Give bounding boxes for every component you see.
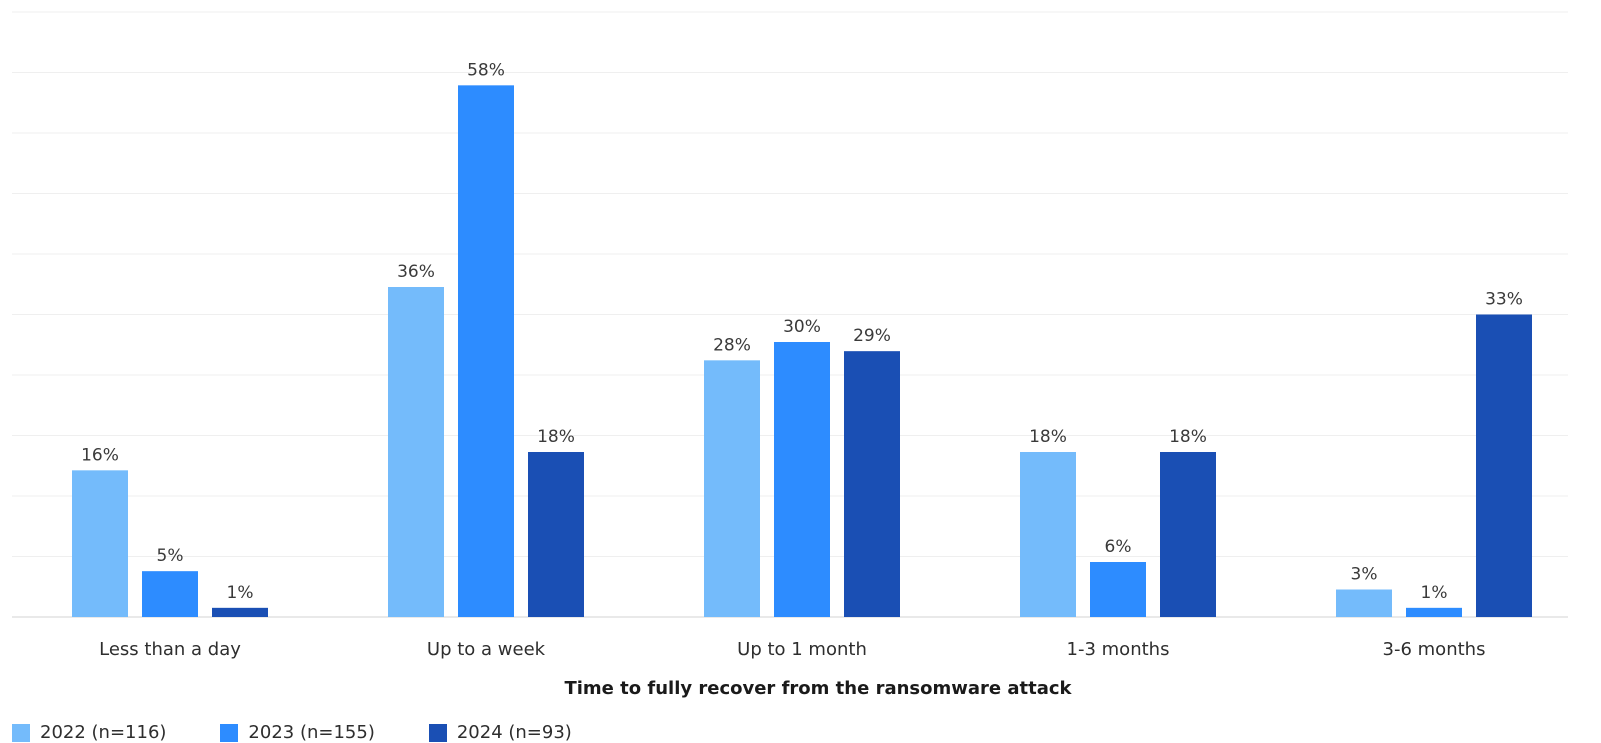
bar-3-3 <box>844 351 900 617</box>
category-label-2: Up to a week <box>427 639 546 660</box>
bar-chart: 16% 5% 1% 36% 58% 18% 28% 30% 29% 18% 6% 18% 3% 1% 33%… <box>12 11 1568 699</box>
value-label-1-5: 3% <box>1351 565 1378 585</box>
value-label-1-4: 18% <box>1029 427 1067 447</box>
value-label-1-2: 36% <box>397 262 435 282</box>
bar-3-5 <box>1476 314 1532 617</box>
legend-item-2023: 2023 (n=155) <box>220 722 375 743</box>
legend-label-2024: 2024 (n=93) <box>456 722 572 743</box>
value-label-1-1: 16% <box>81 445 119 465</box>
legend-label-2023: 2023 (n=155) <box>248 722 375 743</box>
value-label-2-3: 30% <box>783 317 821 337</box>
value-labels: 16% 5% 1% 36% 58% 18% 28% 30% 29% 18% 6% 18% 3% 1% 33% <box>81 60 1523 603</box>
legend-label-2022: 2022 (n=116) <box>40 722 167 743</box>
bars <box>72 85 1532 618</box>
legend-swatch-2024 <box>428 723 447 742</box>
value-label-2-1: 5% <box>157 546 184 566</box>
category-label-4: 1-3 months <box>1067 639 1170 660</box>
category-label-5: 3-6 months <box>1383 639 1486 660</box>
bar-2-1 <box>142 571 198 617</box>
x-axis-title: Time to fully recover from the ransomwar… <box>564 678 1072 699</box>
legend: 2022 (n=116) 2023 (n=155) 2024 (n=93) <box>12 722 572 743</box>
bar-1-5 <box>1336 589 1392 617</box>
legend-swatch-2023 <box>220 723 239 742</box>
legend-swatch-2022 <box>12 723 30 742</box>
bar-3-4 <box>1160 452 1216 617</box>
bar-2-5 <box>1406 607 1462 617</box>
value-label-2-5: 1% <box>1421 583 1448 603</box>
bar-2-2 <box>458 85 514 618</box>
bar-2-3 <box>774 342 830 617</box>
bar-3-2 <box>528 452 584 617</box>
legend-item-2022: 2022 (n=116) <box>12 722 166 743</box>
bar-3-1 <box>212 607 268 617</box>
value-label-3-2: 18% <box>537 427 575 447</box>
category-label-3: Up to 1 month <box>737 639 867 660</box>
value-label-3-4: 18% <box>1169 427 1207 447</box>
bar-2-4 <box>1090 562 1146 617</box>
bar-1-2 <box>388 287 444 617</box>
bar-1-1 <box>72 470 128 617</box>
legend-item-2024: 2024 (n=93) <box>428 722 572 743</box>
value-label-2-2: 58% <box>467 60 505 80</box>
category-labels: Less than a day Up to a week Up to 1 month… <box>99 639 1485 660</box>
value-label-3-3: 29% <box>853 326 891 346</box>
value-label-1-3: 28% <box>713 335 751 355</box>
value-label-2-4: 6% <box>1105 537 1132 557</box>
bar-1-3 <box>704 360 760 617</box>
value-label-3-5: 33% <box>1485 290 1523 310</box>
category-label-1: Less than a day <box>99 639 241 660</box>
value-label-3-1: 1% <box>227 583 254 603</box>
bar-1-4 <box>1020 452 1076 617</box>
